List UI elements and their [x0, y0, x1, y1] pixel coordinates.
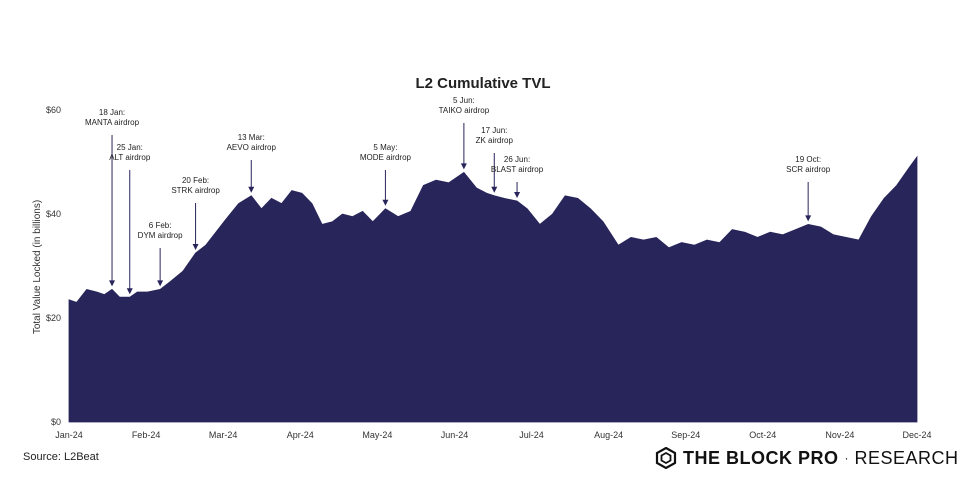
- y-ticks: $0 $20 $40 $60: [46, 105, 61, 427]
- x-tick-label: Sep-24: [671, 430, 700, 440]
- annotation: 25 Jan:ALT airdrop: [109, 143, 151, 295]
- brand-logo: THE BLOCK PRO · RESEARCH: [655, 447, 959, 469]
- annotation-arrow-icon: [382, 199, 389, 206]
- annotation-label: MANTA airdrop: [85, 118, 140, 127]
- x-tick-label: Mar-24: [209, 430, 238, 440]
- annotation-label: ALT airdrop: [109, 153, 151, 162]
- annotation-arrow-icon: [192, 244, 199, 250]
- annotation-label: 18 Jan:: [99, 108, 125, 117]
- annotation-arrow-icon: [109, 280, 116, 287]
- annotation: 26 Jun:BLAST airdrop: [491, 155, 544, 198]
- annotation-label: 6 Feb:: [149, 221, 172, 230]
- annotation: 13 Mar:AEVO airdrop: [227, 133, 277, 193]
- y-tick-label: $0: [51, 417, 61, 427]
- annotation-label: 17 Jun:: [481, 126, 507, 135]
- y-tick-label: $40: [46, 209, 61, 219]
- annotation-label: 25 Jan:: [117, 143, 143, 152]
- x-tick-label: Apr-24: [287, 430, 314, 440]
- annotation-arrow-icon: [491, 186, 498, 193]
- annotation-arrow-icon: [248, 186, 255, 193]
- x-tick-label: Oct-24: [749, 430, 776, 440]
- y-tick-label: $20: [46, 313, 61, 323]
- y-tick-label: $60: [46, 105, 61, 115]
- annotation-label: DYM airdrop: [138, 231, 183, 240]
- annotation-label: 19 Oct:: [795, 155, 821, 164]
- annotation-label: 13 Mar:: [238, 133, 265, 142]
- annotation: 19 Oct:SCR airdrop: [786, 155, 831, 222]
- x-ticks: Jan-24 Feb-24 Mar-24 Apr-24 May-24 Jun-24 Jul-…: [55, 430, 931, 440]
- x-tick-label: Jan-24: [55, 430, 83, 440]
- annotation-arrow-icon: [805, 215, 812, 222]
- annotation: 20 Feb:STRK airdrop: [171, 176, 220, 250]
- x-tick-label: May-24: [362, 430, 392, 440]
- annotation-label: BLAST airdrop: [491, 165, 544, 174]
- annotation-arrow-icon: [126, 288, 133, 295]
- annotation: 6 Feb:DYM airdrop: [138, 221, 183, 287]
- annotation-label: 5 May:: [373, 143, 397, 152]
- annotation-arrow-icon: [460, 163, 467, 170]
- annotation-label: STRK airdrop: [171, 186, 220, 195]
- annotation-label: AEVO airdrop: [227, 143, 277, 152]
- x-tick-label: Jun-24: [441, 430, 469, 440]
- brand-name: THE BLOCK PRO: [683, 447, 839, 468]
- annotation-arrow-icon: [157, 280, 164, 287]
- x-tick-label: Dec-24: [902, 430, 931, 440]
- source-note: Source: L2Beat: [23, 451, 99, 463]
- x-tick-label: Aug-24: [594, 430, 623, 440]
- annotation-label: SCR airdrop: [786, 165, 831, 174]
- annotation: 5 Jun:TAIKO airdrop: [439, 96, 490, 170]
- x-tick-label: Feb-24: [132, 430, 161, 440]
- block-cube-logo-icon: [655, 447, 677, 469]
- y-axis-label: Total Value Locked (in billions): [32, 200, 43, 334]
- x-tick-label: Nov-24: [825, 430, 854, 440]
- area-layer: [68, 155, 918, 423]
- x-tick-label: Jul-24: [519, 430, 544, 440]
- brand-separator: ·: [844, 451, 849, 465]
- annotation-label: MODE airdrop: [360, 153, 412, 162]
- brand-research: RESEARCH: [854, 447, 959, 468]
- annotation-arrow-icon: [514, 192, 521, 198]
- annotation: 18 Jan:MANTA airdrop: [85, 108, 140, 287]
- annotation-label: 20 Feb:: [182, 176, 209, 185]
- chart-title: L2 Cumulative TVL: [415, 75, 550, 92]
- annotation: 5 May:MODE airdrop: [360, 143, 412, 206]
- annotation-label: 26 Jun:: [504, 155, 530, 164]
- annotation-label: 5 Jun:: [453, 96, 475, 105]
- annotation-label: TAIKO airdrop: [439, 106, 490, 115]
- annotation-label: ZK airdrop: [476, 136, 514, 145]
- annotation: 17 Jun:ZK airdrop: [476, 126, 514, 193]
- tvl-area-series: [68, 155, 918, 423]
